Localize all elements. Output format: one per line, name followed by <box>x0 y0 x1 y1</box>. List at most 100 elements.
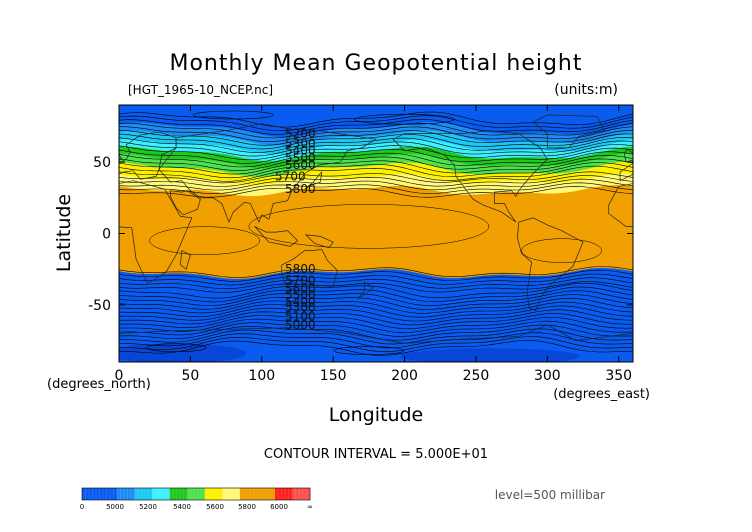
coastline-africa <box>119 180 633 285</box>
x-tick-label: 300 <box>534 368 561 384</box>
contour-line-29 <box>119 294 633 310</box>
contour-line-32 <box>119 305 633 322</box>
contour-line-38 <box>119 328 633 345</box>
contour-line-43 <box>192 110 274 120</box>
contour-lines <box>119 110 633 356</box>
coastline-indonesia <box>254 226 299 247</box>
contour-line-44 <box>333 346 405 355</box>
x-axis: 0 50 100 150 200 250 300 350 <box>115 105 632 384</box>
colorbar-label: 5400 <box>173 503 191 511</box>
contour-label: 5800 <box>285 262 316 276</box>
contour-line-36 <box>119 320 633 337</box>
coastline-asia <box>158 123 378 224</box>
colorbar-swatch <box>292 488 311 500</box>
contour-label: 5100 <box>285 309 316 323</box>
units-label: (units:m) <box>554 82 618 98</box>
contour-line-15 <box>119 165 633 182</box>
field-band-tropics <box>119 185 633 279</box>
colorbar-label: 6000 <box>270 503 288 511</box>
contour-line-30 <box>119 297 633 314</box>
coastline-madagascar <box>180 250 191 270</box>
contour-line-47 <box>149 226 260 255</box>
coastline-uk <box>119 148 633 163</box>
colorbar-label: 5200 <box>139 503 157 511</box>
x-tick-label: 50 <box>181 368 199 384</box>
contour-line-13 <box>119 158 633 175</box>
contour-label: 5600 <box>285 282 316 296</box>
contour-line-9 <box>119 144 633 161</box>
file-label: [HGT_1965-10_NCEP.nc] <box>128 83 273 97</box>
colorbar-swatch <box>187 488 206 500</box>
colorbar-swatch <box>274 488 293 500</box>
coastline-arabia <box>170 190 201 216</box>
contour-line-25 <box>119 281 633 293</box>
coastline-australia <box>281 248 338 289</box>
x-tick-label: 0 <box>115 368 124 384</box>
contour-interval-text: CONTOUR INTERVAL = 5.000E+01 <box>264 447 488 462</box>
contour-label: 5400 <box>285 295 316 309</box>
contour-labels: 5200530054005500560057005800580057005600… <box>275 127 316 332</box>
contour-line-33 <box>119 309 633 326</box>
contour-line-22 <box>119 269 633 282</box>
coastline-new-zealand <box>357 281 374 300</box>
coastline-new-guinea <box>305 234 334 249</box>
contour-line-24 <box>119 277 633 289</box>
contour-label: 5500 <box>285 288 316 302</box>
contour-line-21 <box>119 266 633 278</box>
x-tick-label: 200 <box>391 368 418 384</box>
contour-line-46 <box>248 204 490 249</box>
contour-label: 5700 <box>285 274 316 288</box>
y-tick-label: -50 <box>88 298 111 314</box>
contour-line-39 <box>119 332 633 349</box>
level-text: level=500 millibar <box>495 488 605 502</box>
colorbar-label: 5000 <box>106 503 124 511</box>
contour-label: 5800 <box>285 182 316 196</box>
x-axis-label: Longitude <box>329 404 424 426</box>
contour-line-34 <box>119 313 633 330</box>
colorbar-label: 5800 <box>238 503 256 511</box>
contour-line-7 <box>119 137 633 153</box>
contour-line-0 <box>119 111 633 128</box>
contour-label: 5000 <box>285 318 316 332</box>
y-axis-units: (degrees_north) <box>47 377 151 392</box>
colorbar-swatch <box>239 488 258 500</box>
contour-line-45 <box>145 343 207 353</box>
colorbar-swatch <box>257 488 276 500</box>
contour-line-20 <box>119 186 633 198</box>
contour-line-23 <box>119 273 633 286</box>
colorbar-frame <box>81 487 311 501</box>
contour-line-42 <box>354 113 455 125</box>
contour-line-41 <box>119 340 633 356</box>
contour-line-19 <box>119 182 633 195</box>
colorbar-swatch <box>169 488 188 500</box>
contour-line-48 <box>521 238 602 263</box>
x-axis-units: (degrees_east) <box>553 387 650 402</box>
contour-label: 5700 <box>275 169 306 183</box>
colorbar-swatch <box>117 488 135 500</box>
y-axis: -50 0 50 <box>88 155 633 314</box>
colorbar: 0 5000 5200 5400 5600 5800 6000 ∞ <box>80 487 313 511</box>
contour-line-12 <box>119 154 633 171</box>
colorbar-swatch <box>222 488 241 500</box>
contour-line-18 <box>119 178 633 191</box>
x-tick-label: 100 <box>248 368 275 384</box>
coastlines <box>119 114 633 344</box>
contour-line-16 <box>119 171 633 184</box>
contour-label: 5600 <box>285 158 316 172</box>
contour-label: 5300 <box>285 137 316 151</box>
colorbar-swatch <box>204 488 223 500</box>
coastline-greenland <box>532 114 605 149</box>
contour-line-28 <box>119 290 633 306</box>
contour-line-1 <box>119 115 633 132</box>
contour-label: 5500 <box>285 151 316 165</box>
contour-line-40 <box>119 336 633 353</box>
x-tick-label: 350 <box>605 368 632 384</box>
y-axis-label: Latitude <box>53 194 75 272</box>
coastline-n-america <box>392 130 548 223</box>
colorbar-swatch <box>152 488 170 500</box>
contour-label: 5300 <box>285 301 316 315</box>
contour-line-14 <box>119 162 633 179</box>
contour-line-27 <box>119 286 633 303</box>
coastline-s-america <box>517 217 584 312</box>
colorbar-swatch <box>134 488 153 500</box>
